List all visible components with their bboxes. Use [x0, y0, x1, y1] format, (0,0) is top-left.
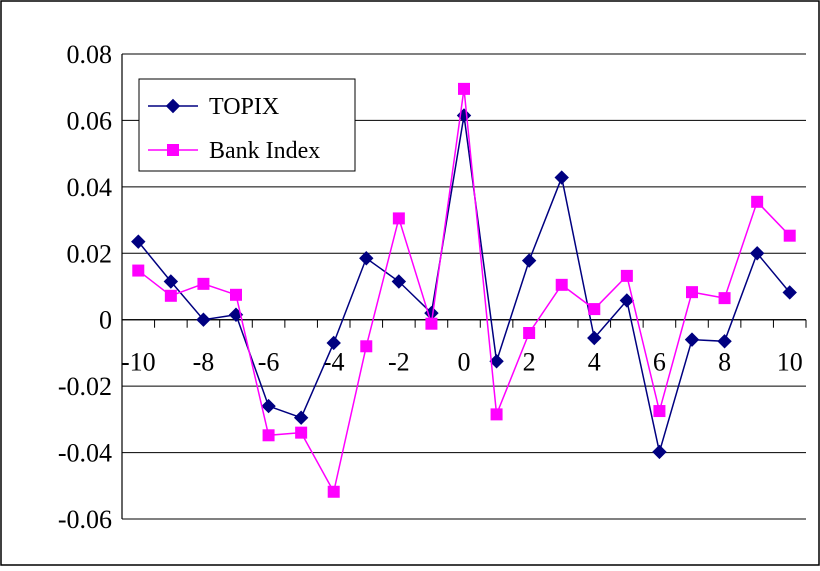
- x-tick-label: 0: [458, 348, 471, 377]
- legend-label: TOPIX: [209, 94, 279, 120]
- data-point: [783, 229, 796, 242]
- data-point: [555, 278, 568, 291]
- data-point: [230, 288, 242, 301]
- data-point: [718, 292, 731, 305]
- x-tick-label: 8: [718, 348, 731, 377]
- x-tick-label: -8: [193, 348, 215, 377]
- y-tick-label: 0.06: [67, 106, 113, 135]
- data-point: [686, 286, 698, 299]
- data-point: [751, 195, 764, 208]
- data-point: [295, 426, 308, 439]
- x-tick-label: 10: [777, 348, 803, 377]
- data-point: [717, 334, 732, 349]
- data-point: [293, 410, 309, 425]
- legend-label: Bank Index: [209, 138, 320, 164]
- data-point: [196, 312, 211, 327]
- data-point: [653, 405, 666, 418]
- series-1: [132, 82, 796, 498]
- legend-marker: [167, 144, 179, 156]
- data-point: [391, 274, 407, 289]
- data-point: [132, 264, 145, 277]
- data-point: [458, 82, 470, 95]
- data-point: [684, 332, 700, 347]
- x-tick-label: 4: [588, 348, 601, 377]
- y-tick-label: -0.06: [58, 505, 112, 534]
- data-point: [587, 330, 602, 346]
- data-point: [620, 269, 633, 282]
- data-point: [164, 289, 177, 302]
- data-point: [261, 398, 276, 414]
- x-axis: -10 -8 -6 -4 -2 0 2 4 6 8 10: [121, 319, 807, 377]
- data-point: [782, 285, 797, 300]
- data-point: [425, 317, 438, 330]
- data-point: [327, 485, 340, 498]
- y-tick-label: 0: [99, 306, 112, 335]
- data-point: [262, 429, 275, 442]
- data-point: [490, 408, 503, 421]
- y-tick-label: -0.04: [58, 439, 112, 468]
- legend: TOPIX Bank Index: [138, 78, 356, 172]
- data-point: [619, 293, 635, 308]
- legend-items: TOPIX Bank Index: [148, 94, 320, 164]
- y-tick-label: 0.04: [67, 173, 113, 202]
- x-tick-label: 2: [523, 348, 536, 377]
- data-point: [392, 212, 405, 225]
- data-point: [489, 354, 504, 369]
- data-point: [588, 303, 601, 316]
- data-point: [652, 444, 667, 460]
- data-point: [326, 335, 341, 351]
- data-point: [359, 251, 374, 266]
- data-point: [523, 327, 536, 339]
- legend-marker: [165, 98, 181, 114]
- data-point: [197, 277, 210, 290]
- data-point: [163, 274, 179, 289]
- y-tick-label: -0.02: [58, 372, 112, 401]
- data-point: [521, 253, 537, 268]
- y-tick-label: 0.02: [67, 239, 113, 268]
- data-point: [131, 234, 146, 249]
- x-tick-label: -2: [388, 348, 410, 377]
- x-tick-label: 6: [653, 348, 666, 377]
- x-tick-label: -10: [121, 348, 156, 377]
- data-point: [360, 340, 373, 353]
- y-tick-label: 0.08: [67, 40, 113, 69]
- x-tick-label: -6: [258, 348, 280, 377]
- data-point: [749, 246, 765, 261]
- y-axis: -0.06 -0.04 -0.02 0 0.02 0.04 0.06 0.08: [58, 40, 123, 534]
- data-point: [554, 170, 569, 185]
- series-group: [131, 82, 797, 498]
